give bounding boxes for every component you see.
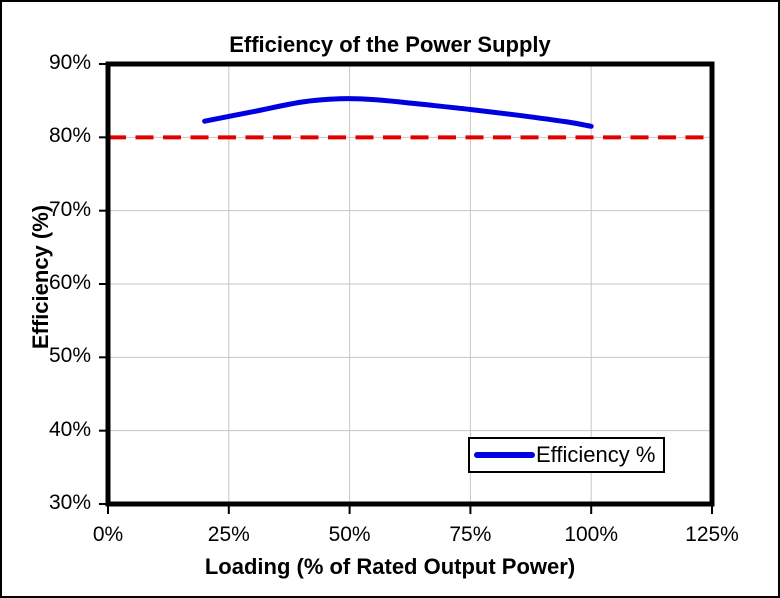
x-tick-label: 0% (92, 523, 124, 546)
legend-line-sample-icon (474, 452, 535, 458)
x-axis-title: Loading (% of Rated Output Power) (204, 554, 576, 579)
efficiency-curve (202, 96, 594, 129)
x-tick-label: 25% (207, 523, 250, 546)
y-tick-label: 70% (48, 197, 91, 221)
legend-label: Efficiency % (536, 442, 656, 467)
x-tick-label: 75% (449, 523, 492, 546)
x-tick-label: 50% (328, 523, 371, 546)
y-tick-label: 90% (48, 51, 91, 75)
y-tick-label: 30% (48, 491, 91, 515)
x-tick-label: 125% (685, 523, 739, 546)
y-tick-label: 40% (48, 417, 91, 441)
y-axis-title: Efficiency (%) (28, 204, 53, 350)
chart-title: Efficiency of the Power Supply (229, 32, 551, 57)
legend-box: Efficiency % (468, 437, 665, 473)
y-tick-label: 60% (48, 271, 91, 295)
y-tick-label: 50% (48, 344, 91, 368)
plot-border (105, 61, 715, 507)
x-tick-label: 100% (564, 523, 619, 546)
y-tick-label: 80% (48, 124, 91, 148)
